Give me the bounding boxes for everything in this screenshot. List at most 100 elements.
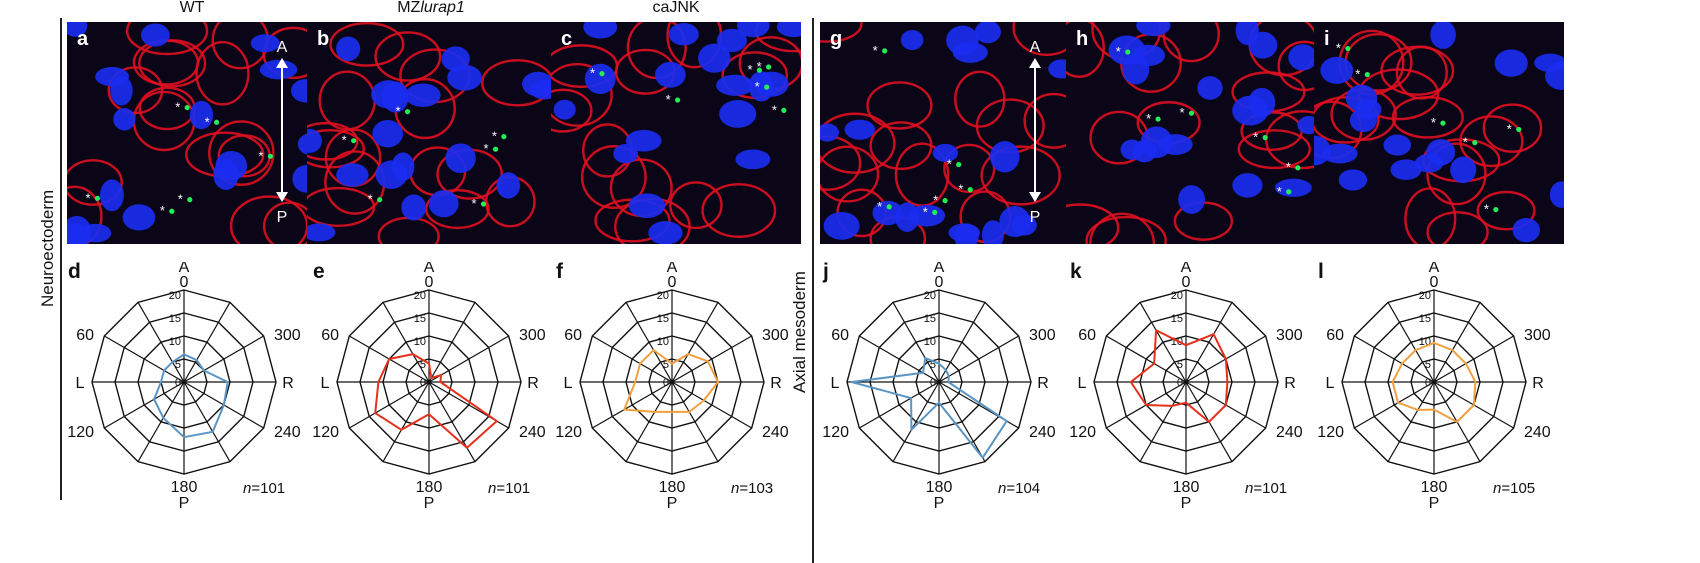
svg-text:*: *: [492, 129, 497, 144]
angle-label-180: 180: [1173, 479, 1200, 496]
panel-letter: b: [317, 28, 330, 50]
panel-letter: i: [1324, 28, 1330, 50]
radar-data-point: [1185, 402, 1187, 404]
micrograph-panel-h: * * * * * * h: [1066, 22, 1316, 244]
direction-label-right: R: [770, 375, 782, 392]
ring-value-label: 5: [930, 359, 936, 371]
radar-spoke: [1354, 335, 1435, 383]
angle-label-0: 0: [668, 274, 677, 291]
sample-size-label: n=101: [243, 480, 286, 497]
radar-data-point: [938, 402, 940, 404]
radar-spoke: [1139, 302, 1187, 383]
direction-label-right: R: [1284, 375, 1296, 392]
posterior-label: P: [1030, 209, 1041, 226]
radar-data-point: [1392, 381, 1394, 383]
panel-letter: h: [1076, 28, 1089, 50]
radar-spoke: [1185, 302, 1233, 383]
column-title-cajnk: caJNK: [652, 0, 700, 16]
ring-value-label: 5: [420, 359, 426, 371]
radar-data-point: [1433, 409, 1435, 411]
angle-label-0: 0: [1182, 274, 1191, 291]
radar-data-point: [1415, 349, 1417, 351]
radar-spoke: [1387, 381, 1435, 462]
radar-spoke: [1354, 381, 1435, 429]
angle-label-60: 60: [76, 327, 94, 344]
radar-data-point: [634, 381, 636, 383]
micrograph-image: * * * * * * A P: [67, 22, 317, 244]
ring-value-label: 20: [169, 290, 181, 302]
radar-data-point: [377, 381, 379, 383]
direction-label-posterior: P: [424, 495, 435, 512]
radar-data-point: [1185, 344, 1187, 346]
radar-data-point: [196, 359, 198, 361]
angle-label-180: 180: [171, 479, 198, 496]
direction-label-left: L: [1078, 375, 1087, 392]
posterior-label: P: [277, 209, 288, 226]
ring-value-label: 20: [1171, 290, 1183, 302]
panel-letter-e: e: [313, 260, 325, 283]
radar-data-point: [924, 357, 926, 359]
row-label-neuroectoderm: Neuroectoderm: [38, 189, 57, 307]
radar-data-point: [1145, 404, 1147, 406]
column-title-wt: WT: [179, 0, 205, 16]
radar-data-point: [183, 353, 185, 355]
radar-data-point: [1474, 381, 1476, 383]
direction-label-anterior: A: [667, 262, 678, 276]
ring-value-label: 15: [657, 313, 669, 325]
radar-chart-f: 5 10 15 20 0 A 0 180 P L R 60 300 120 240: [548, 262, 798, 532]
angle-label-120: 120: [67, 424, 94, 441]
micrograph-image: ******: [307, 22, 557, 244]
radar-spoke: [1106, 335, 1187, 383]
direction-label-anterior: A: [1429, 262, 1440, 276]
radar-data-point: [1153, 363, 1155, 365]
svg-text:*: *: [396, 104, 401, 119]
direction-label-posterior: P: [179, 495, 190, 512]
radar-data-point: [671, 363, 673, 365]
center-value-label: 0: [1177, 377, 1183, 389]
ring-value-label: 20: [414, 290, 426, 302]
radar-spoke: [938, 302, 986, 383]
ring-value-label: 15: [1171, 313, 1183, 325]
svg-text:*: *: [772, 102, 777, 117]
svg-text:*: *: [666, 92, 671, 107]
angle-label-240: 240: [762, 424, 789, 441]
radar-spoke: [938, 381, 986, 462]
micrograph-panel-c: * * * * * * c: [551, 22, 801, 244]
radar-data-point: [922, 372, 924, 374]
radar-spoke: [671, 381, 752, 429]
anterior-label: A: [1030, 39, 1041, 56]
radar-data-point: [1465, 363, 1467, 365]
direction-label-left: L: [321, 375, 330, 392]
ring-value-label: 15: [414, 313, 426, 325]
svg-text:*: *: [85, 190, 90, 205]
ring-value-label: 15: [169, 313, 181, 325]
direction-label-anterior: A: [1181, 262, 1192, 276]
radar-data-point: [671, 411, 673, 413]
radar-data-point: [851, 381, 853, 383]
direction-label-left: L: [831, 375, 840, 392]
column-title-mzlurap1: MZlurap1: [397, 0, 465, 16]
panel-letter: a: [77, 28, 89, 50]
radar-data-point: [1208, 421, 1210, 423]
svg-text:*: *: [342, 133, 347, 148]
radar-spoke: [183, 302, 231, 383]
svg-text:*: *: [958, 182, 963, 197]
radar-data-point: [1226, 381, 1228, 383]
radar-spoke: [382, 302, 430, 383]
radar-data-point: [717, 381, 719, 383]
radar-spoke: [104, 335, 185, 383]
svg-text:*: *: [933, 193, 938, 208]
radar-spoke: [349, 381, 430, 429]
panel-letter: c: [561, 28, 573, 50]
center-value-label: 0: [930, 377, 936, 389]
radar-spoke: [137, 381, 185, 462]
radar-data-point: [1130, 381, 1132, 383]
panel-letter-k: k: [1070, 260, 1082, 283]
svg-text:*: *: [755, 79, 760, 94]
angle-label-180: 180: [659, 479, 686, 496]
angle-label-120: 120: [1317, 424, 1344, 441]
micrograph-image: ******: [1314, 22, 1564, 244]
sample-size-label: n=104: [998, 480, 1041, 497]
micrograph-image: * * * * * * A P: [820, 22, 1070, 244]
